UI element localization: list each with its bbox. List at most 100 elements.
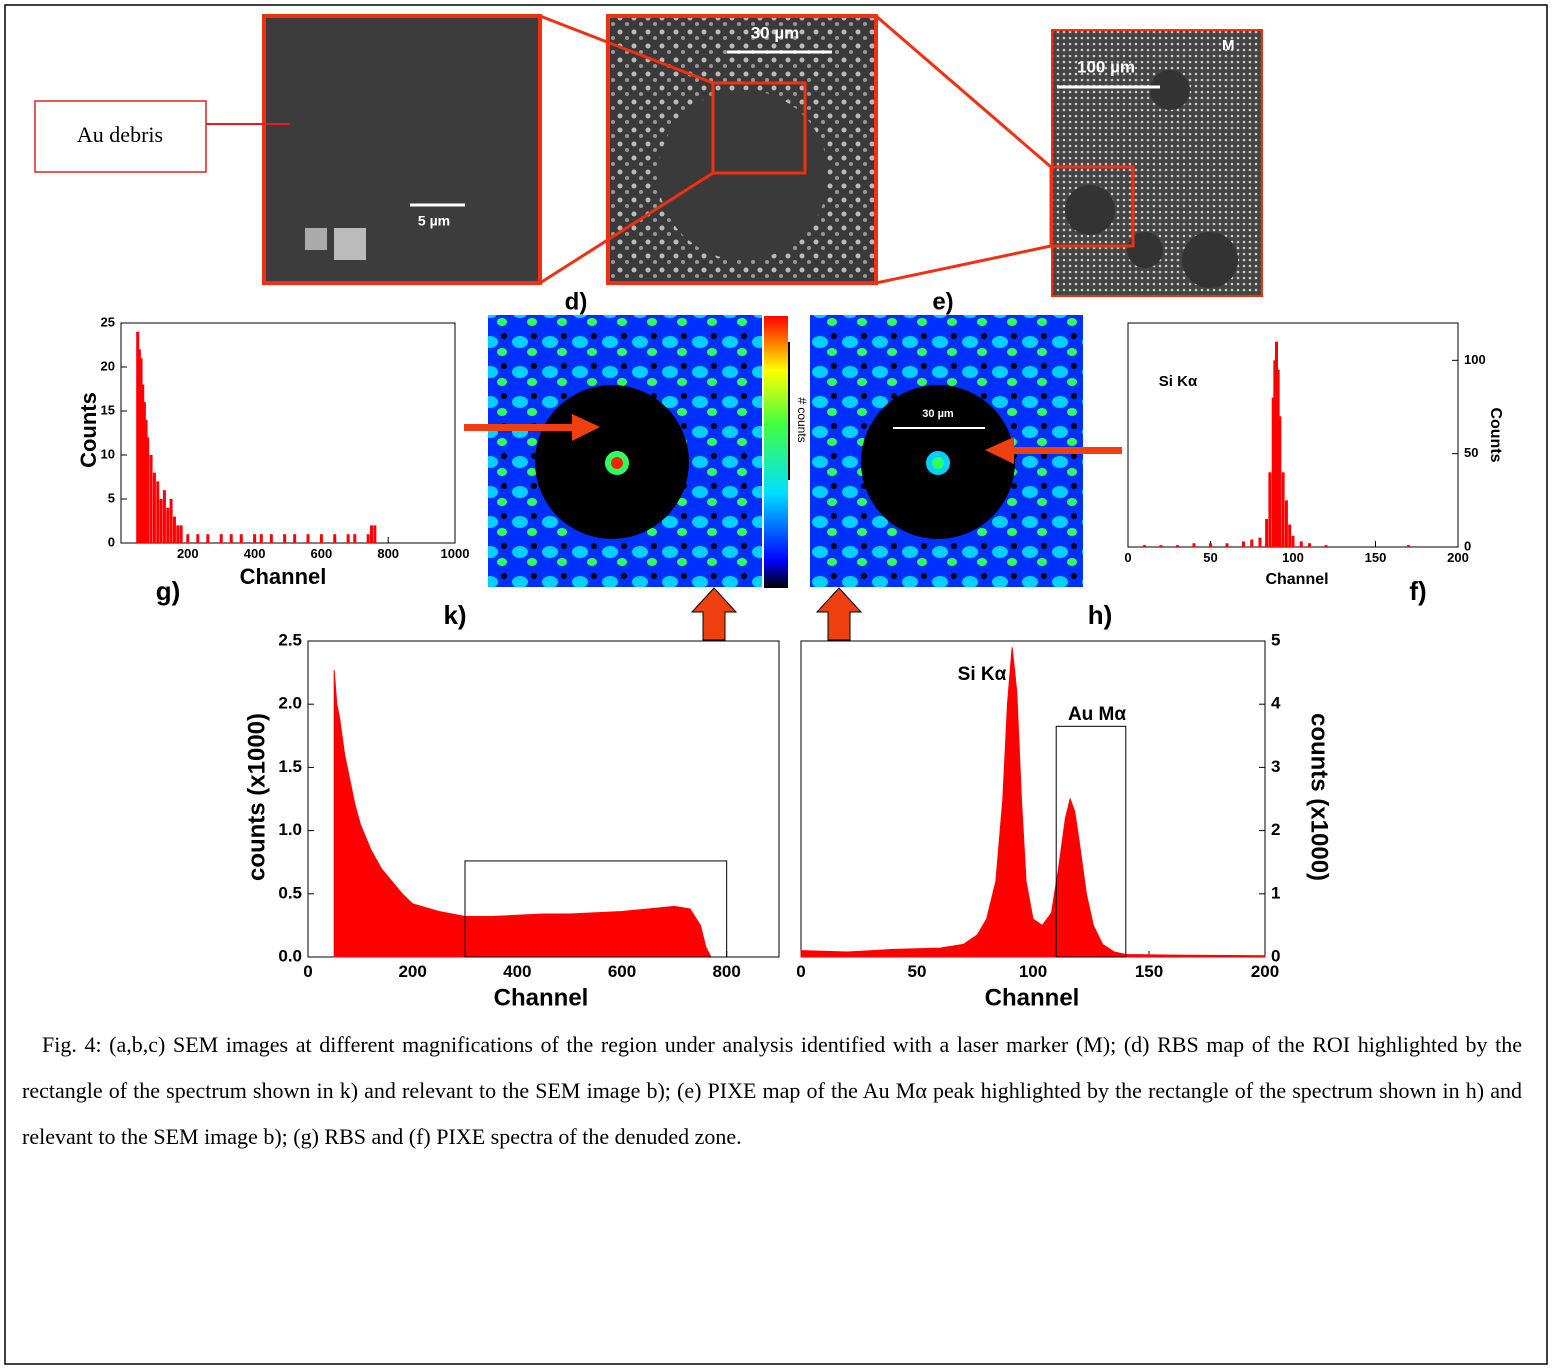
- bar: [156, 481, 160, 543]
- colorbar: [764, 316, 788, 588]
- x-tick-label: 400: [244, 546, 266, 561]
- bar: [283, 534, 287, 543]
- bar: [346, 534, 350, 543]
- bar: [1407, 545, 1410, 547]
- bar: [1308, 543, 1311, 547]
- y-tick-label: 10: [101, 446, 115, 461]
- bar: [1159, 545, 1163, 547]
- bar: [1276, 369, 1280, 547]
- bar: [206, 534, 210, 543]
- bar: [366, 534, 370, 543]
- plot-frame: [120, 322, 456, 544]
- bar: [179, 525, 183, 543]
- y-axis-label: Counts: [76, 392, 101, 468]
- bar: [229, 534, 233, 543]
- bar: [1288, 524, 1292, 547]
- x-tick-label: 200: [177, 546, 199, 561]
- bar: [186, 534, 190, 543]
- bar: [149, 455, 153, 543]
- y-tick-label: 2.5: [278, 630, 302, 649]
- plot-frame: [1127, 322, 1459, 548]
- marker-label: M: [1222, 37, 1235, 54]
- bar: [196, 534, 200, 543]
- scale-label: 100 µm: [1077, 57, 1135, 76]
- y-tick-label: 5: [1271, 630, 1280, 649]
- bar: [142, 402, 146, 543]
- annotation: Si Kα: [1159, 373, 1198, 390]
- bar: [1192, 543, 1196, 547]
- x-tick-label: 600: [311, 546, 333, 561]
- bar: [1273, 360, 1277, 547]
- bar: [1258, 537, 1262, 547]
- x-axis-label: Channel: [985, 984, 1080, 1011]
- y-tick-label: 0: [108, 534, 115, 549]
- bar: [176, 525, 180, 543]
- bar: [1281, 472, 1285, 547]
- bar: [1299, 541, 1303, 547]
- scale-label: 30 µm: [922, 408, 954, 420]
- bar: [219, 534, 223, 543]
- x-tick-label: 600: [608, 962, 636, 981]
- bar: [259, 534, 263, 543]
- x-tick-label: 150: [1365, 550, 1387, 565]
- y-tick-label: 3: [1271, 757, 1280, 776]
- x-tick-label: 200: [1447, 550, 1469, 565]
- callout-box: [34, 100, 207, 173]
- bar: [166, 507, 170, 543]
- bar: [1242, 541, 1245, 547]
- x-tick-label: 1000: [441, 546, 470, 561]
- bar: [373, 525, 377, 543]
- x-axis-label: Channel: [240, 564, 327, 589]
- x-tick-label: 100: [1019, 962, 1047, 981]
- y-axis-label: counts (x1000): [1306, 713, 1333, 881]
- x-tick-label: 50: [1203, 550, 1217, 565]
- y-axis-label: Counts: [1487, 407, 1504, 462]
- panel-label: f): [1409, 576, 1426, 606]
- area: [800, 647, 1266, 958]
- bar: [141, 384, 145, 543]
- bar: [253, 534, 257, 543]
- scale-label: 5 µm: [418, 213, 450, 229]
- y-tick-label: 1.0: [278, 820, 302, 839]
- bar: [137, 349, 141, 543]
- bar: [1324, 545, 1328, 547]
- y-tick-label: 2.0: [278, 694, 302, 713]
- x-axis-label: Channel: [494, 984, 589, 1011]
- x-tick-label: 150: [1135, 962, 1163, 981]
- bar: [169, 499, 173, 543]
- y-tick-label: 0: [1464, 538, 1471, 553]
- y-tick-label: 2: [1271, 820, 1280, 839]
- caption: Fig. 4: (a,b,c) SEM images at different …: [22, 1032, 1522, 1149]
- panel-label: k): [443, 600, 466, 630]
- y-tick-label: 0.0: [278, 946, 302, 965]
- roi-rect: [464, 860, 728, 958]
- plot-frame: [800, 640, 1266, 958]
- x-tick-label: 100: [1282, 550, 1304, 565]
- y-tick-label: 50: [1464, 445, 1478, 460]
- y-tick-label: 5: [108, 490, 115, 505]
- bar: [144, 419, 148, 543]
- x-tick-label: 50: [908, 962, 927, 981]
- area: [333, 670, 712, 958]
- bar: [162, 490, 166, 543]
- debris: [334, 228, 366, 260]
- bar: [1209, 543, 1212, 547]
- bar: [1271, 397, 1275, 547]
- x-tick-label: 0: [1124, 550, 1131, 565]
- panel-label: g): [156, 576, 181, 606]
- annotation: Au Mα: [1068, 704, 1126, 725]
- y-tick-label: 1: [1271, 883, 1280, 902]
- bar: [159, 499, 163, 543]
- bar: [172, 516, 176, 543]
- x-tick-label: 800: [712, 962, 740, 981]
- x-axis-label: Channel: [1265, 571, 1328, 588]
- bar: [269, 534, 273, 543]
- bar: [1143, 545, 1146, 547]
- y-axis-label: counts (x1000): [243, 713, 270, 881]
- y-tick-label: 20: [101, 358, 115, 373]
- bar: [333, 534, 337, 543]
- bar: [152, 472, 156, 543]
- zoom-lines: [539, 14, 1052, 285]
